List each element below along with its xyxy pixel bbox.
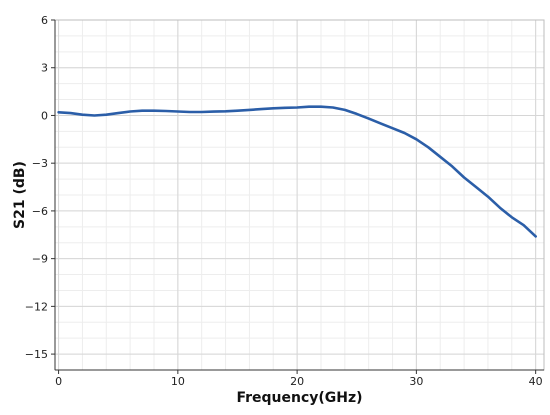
x-axis-title: Frequency(GHz)	[236, 390, 362, 406]
x-tick-label: 10	[171, 375, 185, 388]
x-tick-label: 40	[529, 375, 543, 388]
x-tick-label: 30	[409, 375, 423, 388]
series-layer	[57, 105, 537, 238]
x-tick-label: 20	[290, 375, 304, 388]
y-tick-label: −12	[25, 300, 48, 313]
y-tick-label: −15	[25, 348, 48, 361]
y-tick-label: −6	[32, 205, 48, 218]
y-tick-label: −3	[32, 157, 48, 170]
y-tick-label: 0	[41, 109, 48, 122]
axes	[54, 20, 544, 371]
s21-series-line	[57, 105, 537, 238]
y-tick-label: 6	[41, 14, 48, 27]
x-tick-label: 0	[55, 375, 62, 388]
y-axis-title: S21 (dB)	[12, 161, 28, 229]
y-tick-label: 3	[41, 62, 48, 75]
y-tick-label: −9	[32, 253, 48, 266]
